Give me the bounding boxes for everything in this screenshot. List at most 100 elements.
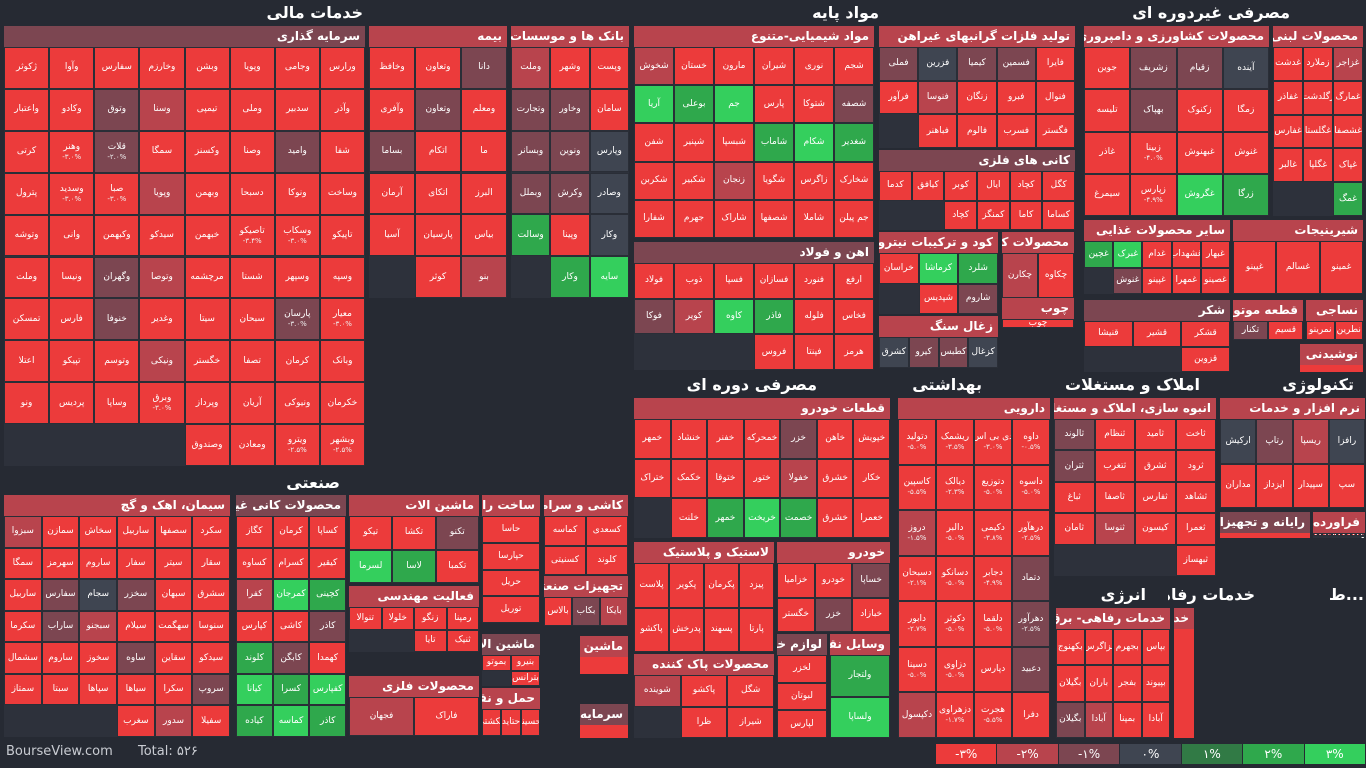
stock-tile[interactable]: شجم xyxy=(834,47,874,86)
stock-tile[interactable]: خمهر xyxy=(634,419,671,459)
stock-tile[interactable]: زنگو xyxy=(414,607,447,630)
stock-tile[interactable]: دعبید xyxy=(1012,646,1050,693)
industry-group-title[interactable]: تجهیزات صنعتی xyxy=(544,576,628,597)
stock-tile[interactable]: کساوه xyxy=(236,547,273,580)
stock-tile[interactable]: فزرین xyxy=(918,47,958,81)
stock-tile[interactable]: زشریف xyxy=(1130,47,1177,90)
stock-tile[interactable]: آینده xyxy=(1222,47,1269,90)
industry-group-title[interactable]: حمل و نقل بنادر و کشتیرانی xyxy=(482,688,540,709)
stock-tile[interactable]: خزامیا xyxy=(777,563,815,598)
stock-tile[interactable]: ثامان xyxy=(1054,513,1095,545)
stock-tile[interactable]: تمسکن xyxy=(4,298,50,341)
stock-tile[interactable]: شفا xyxy=(319,130,365,173)
stock-tile[interactable]: کماسه xyxy=(544,516,586,546)
stock-tile[interactable]: ونو xyxy=(4,382,50,425)
stock-tile[interactable]: شتوکا xyxy=(794,85,834,124)
stock-tile[interactable]: زقیام xyxy=(1176,47,1223,90)
stock-tile[interactable]: غفارس xyxy=(1273,114,1303,149)
industry-group[interactable]: فراورده های نفتیشپناشبندرشترانشرازشبهرنش… xyxy=(1313,512,1365,538)
stock-tile[interactable]: رگلدشت xyxy=(1303,80,1333,115)
stock-tile[interactable]: رتاپ xyxy=(1256,419,1293,464)
stock-tile[interactable]: فسرب xyxy=(996,114,1036,148)
industry-group-title[interactable]: نرم افزار و خدمات xyxy=(1220,398,1365,419)
stock-tile[interactable]: ساراب xyxy=(41,610,80,643)
stock-tile[interactable]: جم پیلن xyxy=(834,199,874,238)
stock-tile[interactable]: بموتو xyxy=(482,655,511,671)
stock-tile[interactable]: سدبیر xyxy=(274,88,320,131)
industry-group[interactable]: نوشیدنی xyxy=(1300,344,1363,372)
stock-tile[interactable]: قشیر xyxy=(1132,321,1182,347)
stock-tile[interactable]: وکبهمن xyxy=(94,214,140,257)
industry-group-title[interactable]: بیمه xyxy=(369,26,507,47)
stock-tile[interactable]: سدور xyxy=(154,705,193,737)
stock-tile[interactable]: وآفری xyxy=(369,88,415,131)
industry-group-title[interactable]: سرمایه گذاری صنعتی xyxy=(580,704,628,725)
stock-tile[interactable]: خپویش xyxy=(853,419,890,459)
stock-tile[interactable]: ختراک xyxy=(634,458,671,499)
stock-tile[interactable]: کرماشا xyxy=(918,253,959,284)
stock-tile[interactable]: غگلپا xyxy=(1303,148,1333,183)
industry-group[interactable]: ماشین الات زمینی xyxy=(580,636,628,674)
stock-tile[interactable]: غمگ xyxy=(1333,182,1363,216)
stock-tile[interactable]: پکرمان xyxy=(704,563,739,608)
stock-tile[interactable]: ساروم xyxy=(41,642,80,674)
stock-tile[interactable]: وساپا xyxy=(94,382,140,425)
stock-tile[interactable]: وکار xyxy=(550,256,590,298)
stock-tile[interactable]: تاپیکو xyxy=(319,214,365,257)
industry-group-title[interactable]: فراورده های نفتی xyxy=(1313,512,1365,533)
stock-tile[interactable]: سبحان xyxy=(229,298,275,341)
stock-tile[interactable]: حپارسا xyxy=(482,542,540,570)
stock-tile[interactable]: خستان xyxy=(674,47,714,86)
stock-tile[interactable]: دکوثر -۵.۰% xyxy=(936,601,974,647)
stock-tile[interactable]: وبانک xyxy=(319,340,365,383)
stock-tile[interactable]: فاذر xyxy=(754,298,794,335)
industry-group[interactable]: ماشین الات الکتریکی بنیرو بموتو بترانس xyxy=(482,634,540,686)
stock-tile[interactable]: وآوا xyxy=(49,47,95,89)
stock-tile[interactable]: ثنظام xyxy=(1094,419,1135,451)
stock-tile[interactable]: شستا xyxy=(229,256,275,299)
stock-tile[interactable]: سخوز xyxy=(79,642,117,674)
industry-group-title[interactable]: محصولات لبنی xyxy=(1273,26,1363,47)
stock-tile[interactable]: کزغال xyxy=(968,337,998,368)
stock-tile[interactable]: وپارس xyxy=(589,130,629,173)
stock-tile[interactable]: واعتبار xyxy=(4,88,50,131)
stock-tile[interactable]: کویر xyxy=(674,298,714,335)
stock-tile[interactable]: سصفها xyxy=(154,516,193,548)
stock-tile[interactable]: سبزوا xyxy=(4,516,42,548)
stock-tile[interactable]: تکنو xyxy=(435,516,479,550)
stock-tile[interactable]: غپینو xyxy=(1233,241,1277,294)
stock-tile[interactable]: وصادر xyxy=(589,172,629,215)
stock-tile[interactable]: رمپنا xyxy=(446,607,479,630)
stock-tile[interactable]: تپیکو xyxy=(49,340,95,383)
stock-tile[interactable]: بساما xyxy=(369,130,415,173)
stock-tile[interactable]: زکنوک xyxy=(1176,89,1223,132)
stock-tile[interactable]: غمینو xyxy=(1319,241,1363,294)
industry-group-title[interactable]: محصولات فلزی xyxy=(349,676,479,697)
stock-tile[interactable]: وسدید -۳.۰% xyxy=(49,172,95,215)
stock-tile[interactable]: زمگا xyxy=(1222,89,1269,132)
stock-tile[interactable]: حکشتی xyxy=(482,709,502,736)
stock-tile[interactable]: زپارس -۴.۹% xyxy=(1130,173,1177,216)
industry-group-title[interactable]: سایر محصولات غذایی xyxy=(1084,220,1230,241)
stock-tile[interactable]: زنجان xyxy=(714,161,754,200)
stock-tile[interactable]: فسمین xyxy=(996,47,1036,81)
stock-tile[interactable]: فرآور xyxy=(879,80,919,115)
stock-tile[interactable]: دابور -۲.۷% xyxy=(898,601,936,647)
industry-group-title[interactable]: قطعات خودرو xyxy=(634,398,890,419)
stock-tile[interactable]: شلرد xyxy=(958,253,998,284)
stock-tile[interactable]: سشرق xyxy=(192,579,230,611)
stock-tile[interactable]: سایه xyxy=(589,256,629,298)
stock-tile[interactable]: وتعاون xyxy=(415,88,461,131)
stock-tile[interactable]: ونفت xyxy=(1313,533,1318,536)
stock-tile[interactable]: داوه -۰.۵% xyxy=(1012,419,1050,465)
industry-group-title[interactable]: دارویی xyxy=(898,398,1050,419)
industry-group[interactable]: رایانه و تجهیزات xyxy=(1220,512,1310,538)
stock-tile[interactable]: ثباغ xyxy=(1054,481,1095,514)
stock-tile[interactable]: تاصیکو -۳.۴% xyxy=(229,214,275,257)
stock-tile[interactable]: سنوسا xyxy=(192,610,230,643)
stock-tile[interactable]: خزر xyxy=(814,597,853,632)
stock-tile[interactable]: کساما xyxy=(1042,200,1075,230)
stock-tile[interactable]: وتوصا xyxy=(139,256,185,299)
stock-tile[interactable]: ولساپا xyxy=(830,696,890,738)
industry-group-title[interactable]: لوازم خانگی xyxy=(777,634,827,655)
